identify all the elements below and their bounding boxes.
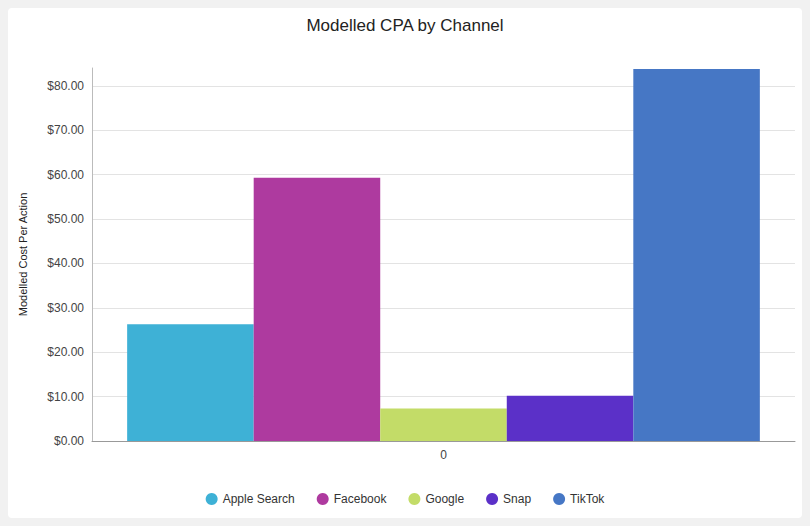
- svg-text:Modelled CPA by Channel: Modelled CPA by Channel: [306, 16, 503, 35]
- svg-text:Snap: Snap: [503, 492, 531, 506]
- svg-text:Apple Search: Apple Search: [223, 492, 295, 506]
- svg-text:Facebook: Facebook: [334, 492, 388, 506]
- svg-text:Modelled Cost Per Action: Modelled Cost Per Action: [17, 193, 29, 317]
- svg-text:TikTok: TikTok: [570, 492, 605, 506]
- svg-text:$70.00: $70.00: [47, 123, 84, 137]
- svg-text:$50.00: $50.00: [47, 212, 84, 226]
- svg-text:$10.00: $10.00: [47, 390, 84, 404]
- svg-text:0: 0: [440, 448, 447, 462]
- svg-text:$60.00: $60.00: [47, 168, 84, 182]
- svg-text:$80.00: $80.00: [47, 79, 84, 93]
- svg-text:$20.00: $20.00: [47, 345, 84, 359]
- svg-text:$0.00: $0.00: [54, 434, 84, 448]
- svg-text:Google: Google: [425, 492, 464, 506]
- svg-text:$40.00: $40.00: [47, 256, 84, 270]
- svg-text:$30.00: $30.00: [47, 301, 84, 315]
